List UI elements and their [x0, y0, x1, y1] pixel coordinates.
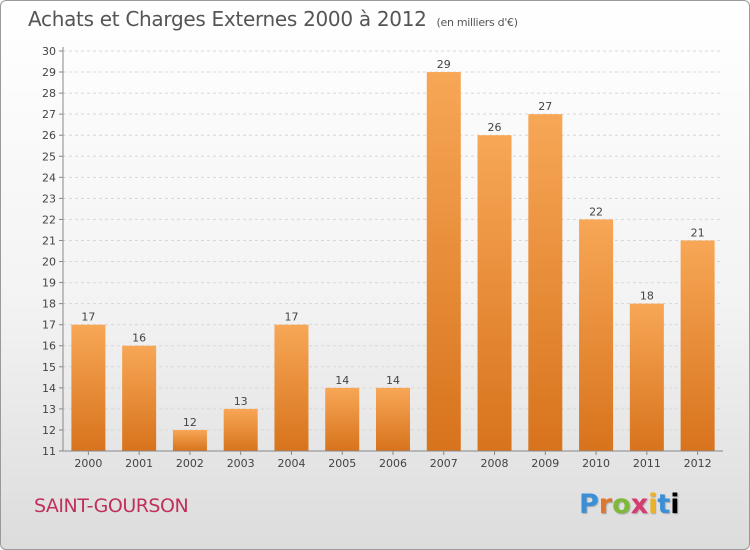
y-tick-label: 29: [42, 66, 56, 79]
x-tick-label: 2012: [684, 457, 712, 470]
x-tick-label: 2009: [531, 457, 559, 470]
bar-2012: [680, 240, 715, 451]
data-label: 13: [234, 395, 248, 408]
bar-2009: [528, 114, 563, 451]
y-tick-label: 16: [42, 340, 56, 353]
logo-letter: o: [612, 489, 631, 520]
labels: 11 12 13 14 15 16 17 18 19 20 21 22 23 24 25 26 27 28 29 30…: [42, 45, 712, 470]
data-label: 18: [640, 290, 654, 303]
y-tick-label: 21: [42, 234, 56, 247]
data-label: 17: [81, 311, 95, 324]
x-tick-label: 2000: [74, 457, 102, 470]
y-tick-label: 14: [42, 382, 56, 395]
bar-2010: [579, 219, 614, 451]
data-label: 17: [284, 311, 298, 324]
data-label: 12: [183, 416, 197, 429]
x-tick-label: 2005: [328, 457, 356, 470]
bar-2002: [172, 429, 207, 451]
x-tick-label: 2002: [176, 457, 204, 470]
data-label: 27: [538, 100, 552, 113]
logo-letter: i: [670, 489, 680, 520]
data-label: 26: [488, 121, 502, 134]
y-tick-label: 18: [42, 298, 56, 311]
axes: [59, 47, 723, 455]
y-tick-label: 17: [42, 319, 56, 332]
proxiti-logo: Proxiti: [579, 489, 680, 520]
bar-2001: [122, 345, 157, 451]
chart-unit: (en milliers d'€): [436, 16, 518, 29]
logo-letter: P: [579, 489, 599, 520]
y-tick-label: 24: [42, 171, 56, 184]
y-tick-label: 27: [42, 108, 56, 121]
y-tick-label: 20: [42, 256, 56, 269]
bar-2011: [629, 303, 664, 451]
y-tick-label: 13: [42, 403, 56, 416]
chart-title-text: Achats et Charges Externes 2000 à 2012: [28, 7, 427, 31]
y-tick-label: 19: [42, 277, 56, 290]
bar-2003: [223, 408, 258, 451]
y-tick-label: 12: [42, 424, 56, 437]
data-label: 21: [691, 226, 705, 239]
logo-letter: x: [630, 489, 649, 520]
x-tick-label: 2010: [582, 457, 610, 470]
x-tick-label: 2008: [481, 457, 509, 470]
x-tick-label: 2006: [379, 457, 407, 470]
x-tick-label: 2001: [125, 457, 153, 470]
y-tick-label: 15: [42, 361, 56, 374]
y-tick-label: 11: [42, 445, 56, 458]
y-tick-label: 26: [42, 129, 56, 142]
bar-2006: [376, 387, 410, 451]
logo-letter: t: [657, 489, 671, 520]
place-name: SAINT-GOURSON: [34, 495, 189, 517]
x-tick-label: 2011: [633, 457, 661, 470]
x-tick-label: 2007: [430, 457, 458, 470]
x-tick-label: 2003: [227, 457, 255, 470]
logo-letter: i: [648, 489, 658, 520]
bar-2000: [71, 324, 106, 451]
y-tick-label: 23: [42, 192, 56, 205]
y-tick-label: 28: [42, 87, 56, 100]
bar-2005: [325, 387, 360, 451]
data-label: 14: [386, 374, 400, 387]
data-label: 22: [589, 205, 603, 218]
bar-2008: [477, 135, 512, 452]
data-label: 16: [132, 332, 146, 345]
bar-2007: [426, 72, 461, 451]
data-label: 29: [437, 58, 451, 71]
logo-letter: r: [598, 489, 613, 520]
x-tick-label: 2004: [277, 457, 305, 470]
chart-title: Achats et Charges Externes 2000 à 2012 (e…: [28, 7, 518, 31]
y-tick-label: 22: [42, 213, 56, 226]
bars: [71, 72, 715, 452]
data-label: 14: [335, 374, 349, 387]
y-tick-label: 25: [42, 150, 56, 163]
bar-2004: [274, 324, 309, 451]
y-tick-label: 30: [42, 45, 56, 58]
